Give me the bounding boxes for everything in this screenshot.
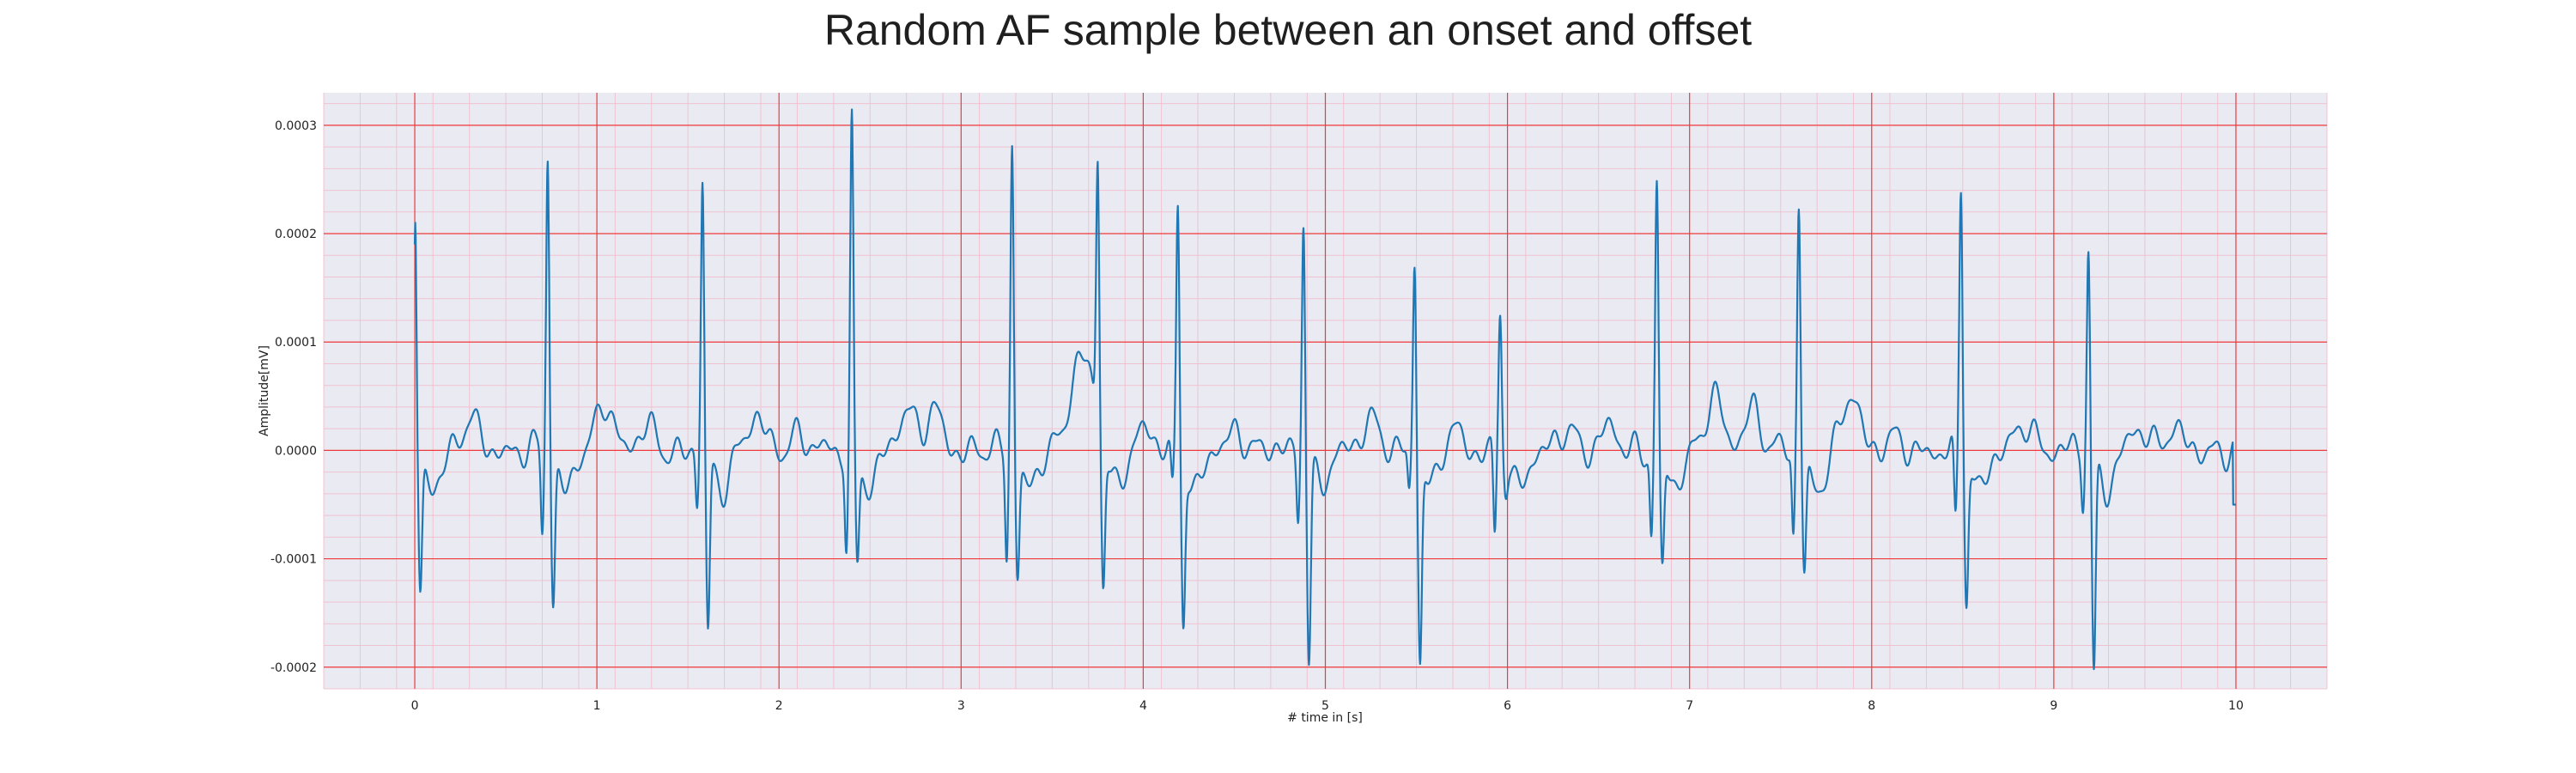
major-grid (324, 93, 2327, 689)
y-tick-label: -0.0002 (270, 661, 317, 675)
y-tick-label: 0.0000 (275, 444, 317, 458)
x-tick-label: 8 (1868, 699, 1875, 713)
x-tick-label: 7 (1686, 699, 1693, 713)
y-tick-labels: -0.0002 -0.0001 0.0000 0.0001 0.0002 0.0003 (270, 119, 317, 675)
x-tick-label: 5 (1321, 699, 1329, 713)
chart-title: Random AF sample between an onset and of… (823, 6, 1753, 54)
x-tick-label: 4 (1139, 699, 1147, 713)
y-tick-label: -0.0001 (270, 553, 317, 567)
y-tick-label: 0.0001 (275, 336, 317, 350)
series-group (413, 108, 2237, 671)
y-tick-label: 0.0003 (275, 119, 317, 133)
x-tick-label: 1 (593, 699, 601, 713)
x-tick-label: 6 (1504, 699, 1511, 713)
x-tick-labels: 0 1 2 3 4 5 6 7 8 9 10 (411, 699, 2244, 713)
ecg-signal-line (413, 108, 2237, 671)
x-tick-label: 0 (411, 699, 419, 713)
x-tick-label: 3 (957, 699, 965, 713)
x-tick-label: 9 (2050, 699, 2057, 713)
x-tick-label: 10 (2228, 699, 2244, 713)
y-tick-label: 0.0002 (275, 228, 317, 241)
x-tick-label: 2 (775, 699, 783, 713)
x-axis-label: # time in [s] (1287, 711, 1363, 725)
y-axis-label: Amplitude[mV] (258, 345, 271, 436)
